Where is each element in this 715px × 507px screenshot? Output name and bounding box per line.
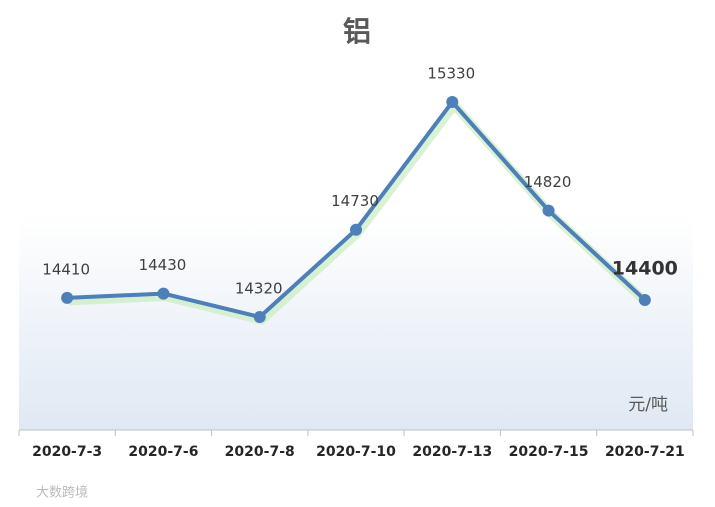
data-label: 14410	[42, 260, 90, 278]
watermark: 大数跨境	[36, 486, 88, 501]
point	[350, 223, 362, 236]
point	[157, 287, 170, 300]
data-label: 15330	[427, 65, 475, 83]
x-tick-label: 2020-7-8	[225, 444, 295, 460]
unit-label: 元/吨	[628, 395, 668, 415]
x-tick-label: 2020-7-15	[509, 444, 589, 460]
data-label: 14430	[139, 256, 187, 274]
x-tick-label: 2020-7-3	[32, 444, 102, 460]
data-label: 14730	[331, 192, 379, 210]
chart-title: 铝	[343, 15, 371, 48]
x-tick-label: 2020-7-21	[605, 444, 685, 460]
point	[253, 311, 266, 323]
data-label: 14320	[235, 280, 283, 298]
data-label: 14820	[524, 173, 572, 191]
x-tick-label: 2020-7-10	[316, 444, 396, 460]
point	[542, 204, 555, 217]
plot-background	[19, 215, 693, 430]
point	[446, 96, 459, 108]
x-tick-label: 2020-7-6	[128, 444, 198, 460]
point	[61, 291, 74, 304]
point	[638, 293, 651, 306]
data-label: 14400	[612, 257, 678, 279]
x-tick-label: 2020-7-13	[412, 444, 492, 460]
